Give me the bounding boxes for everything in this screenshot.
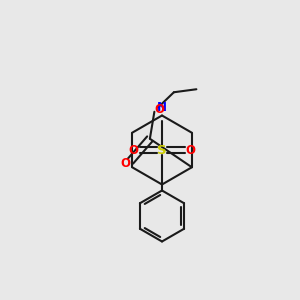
- Text: O: O: [186, 143, 196, 157]
- Text: N: N: [157, 101, 167, 114]
- Text: O: O: [128, 143, 138, 157]
- Text: O: O: [120, 157, 130, 170]
- Text: S: S: [157, 143, 167, 157]
- Text: O: O: [154, 103, 164, 116]
